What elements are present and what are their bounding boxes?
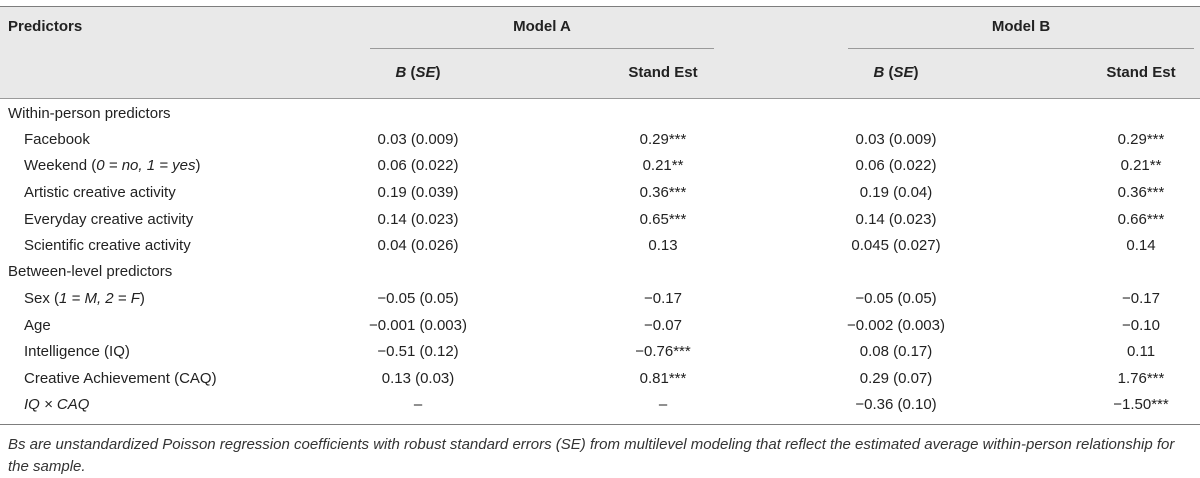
model-b-b-value: 0.19 (0.04): [859, 184, 933, 201]
model-b-stand-est-value: 0.29***: [1117, 131, 1165, 148]
header-bottom-rule: [0, 98, 1200, 99]
row-label: IQ × CAQ: [24, 396, 90, 413]
model-b-stand-est-value: 0.36***: [1117, 184, 1165, 201]
model-b-stand-est-header: Stand Est: [1106, 64, 1176, 81]
model-a-b-se-header: B (SE): [395, 64, 441, 81]
model-a-stand-est-value: –: [658, 396, 668, 413]
row-label: Facebook: [24, 131, 90, 148]
model-a-stand-est-value: 0.65***: [639, 211, 687, 228]
model-b-stand-est-value: 0.21**: [1120, 157, 1162, 174]
model-a-b-value: 0.06 (0.022): [377, 157, 459, 174]
model-b-b-value: 0.03 (0.009): [855, 131, 937, 148]
model-a-b-value: 0.13 (0.03): [381, 370, 455, 387]
model-a-b-value: −0.05 (0.05): [377, 290, 459, 307]
model-b-b-value: 0.08 (0.17): [859, 343, 933, 360]
model-a-stand-est-value: 0.81***: [639, 370, 687, 387]
model-a-b-value: 0.03 (0.009): [377, 131, 459, 148]
bottom-rule: [0, 424, 1200, 425]
model-b-b-value: 0.14 (0.023): [855, 211, 937, 228]
model-b-stand-est-value: −0.17: [1122, 290, 1160, 307]
model-a-stand-est-value: 0.36***: [639, 184, 687, 201]
model-b-stand-est-value: 0.14: [1126, 237, 1156, 254]
model-a-stand-est-value: −0.17: [644, 290, 682, 307]
model-a-stand-est-value: −0.07: [644, 317, 682, 334]
section-title-within: Within-person predictors: [8, 105, 171, 122]
table-footnote: Bs are unstandardized Poisson regression…: [8, 436, 1175, 475]
row-label: Creative Achievement (CAQ): [24, 370, 217, 387]
model-a-b-value: 0.19 (0.039): [377, 184, 459, 201]
row-label: Everyday creative activity: [24, 211, 194, 228]
model-a-stand-est-header: Stand Est: [628, 64, 698, 81]
row-label: Artistic creative activity: [24, 184, 176, 201]
model-b-b-value: −0.002 (0.003): [847, 317, 945, 334]
model-b-stand-est-value: 1.76***: [1117, 370, 1165, 387]
model-b-b-value: 0.29 (0.07): [859, 370, 933, 387]
model-b-stand-est-value: 0.11: [1126, 343, 1156, 360]
model-b-b-value: −0.05 (0.05): [855, 290, 937, 307]
row-label: Weekend (0 = no, 1 = yes): [24, 157, 201, 174]
table-header-background: [0, 6, 1200, 98]
row-label: Age: [24, 317, 51, 334]
model-a-stand-est-value: 0.21**: [642, 157, 684, 174]
row-label: Sex (1 = M, 2 = F): [24, 290, 145, 307]
model-a-stand-est-value: 0.13: [648, 237, 678, 254]
model-b-spanner-rule: [848, 48, 1194, 49]
predictors-header: Predictors: [8, 18, 83, 35]
model-b-stand-est-value: −1.50***: [1113, 396, 1169, 413]
model-a-stand-est-value: 0.29***: [639, 131, 687, 148]
model-a-b-value: −0.51 (0.12): [377, 343, 459, 360]
model-a-b-value: –: [413, 396, 423, 413]
model-b-header: Model B: [991, 18, 1051, 35]
model-b-stand-est-value: −0.10: [1122, 317, 1160, 334]
model-a-b-value: 0.04 (0.026): [377, 237, 459, 254]
model-b-stand-est-value: 0.66***: [1117, 211, 1165, 228]
model-b-b-value: 0.06 (0.022): [855, 157, 937, 174]
row-label: Scientific creative activity: [24, 237, 191, 254]
top-rule: [0, 6, 1200, 7]
model-a-b-value: 0.14 (0.023): [377, 211, 459, 228]
row-label: Intelligence (IQ): [24, 343, 130, 360]
model-a-stand-est-value: −0.76***: [635, 343, 691, 360]
model-b-b-value: −0.36 (0.10): [855, 396, 937, 413]
model-a-spanner-rule: [370, 48, 714, 49]
model-b-b-se-header: B (SE): [873, 64, 919, 81]
section-title-between: Between-level predictors: [8, 263, 173, 280]
model-b-b-value: 0.045 (0.027): [851, 237, 941, 254]
model-a-b-value: −0.001 (0.003): [369, 317, 467, 334]
model-a-header: Model A: [513, 18, 571, 35]
